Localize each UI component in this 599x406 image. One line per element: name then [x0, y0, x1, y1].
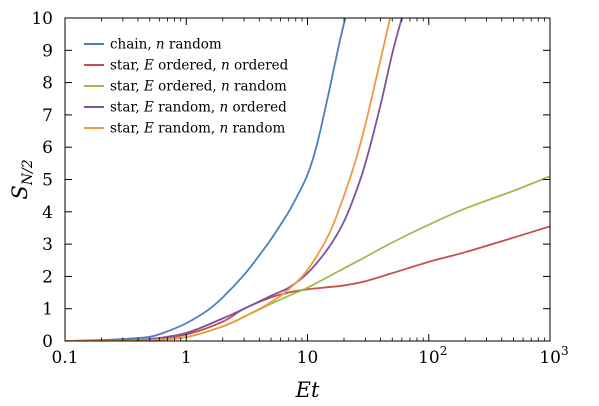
- legend-label-part: E: [143, 79, 154, 95]
- legend-label-part: chain,: [110, 37, 156, 53]
- legend-label-part: random,: [154, 121, 220, 137]
- y-tick-label: 5: [42, 171, 53, 191]
- legend-label-part: star,: [110, 79, 144, 95]
- legend-label-part: n: [156, 37, 165, 53]
- y-tick-label: 10: [31, 9, 53, 29]
- legend-label-part: random: [230, 79, 287, 95]
- legend-label: chain, n random: [110, 37, 222, 53]
- y-tick-label: 0: [42, 332, 53, 352]
- x-tick-label-exponent: 2: [440, 344, 448, 358]
- x-tick-label-base: 10: [418, 348, 440, 368]
- series-line-3: [65, 175, 550, 341]
- series-line-5: [65, 18, 391, 341]
- y-tick-label: 8: [42, 74, 53, 94]
- legend-label-part: star,: [110, 58, 144, 74]
- legend-label-part: star,: [110, 100, 144, 116]
- legend-label-part: star,: [110, 121, 144, 137]
- x-tick-label: 0.1: [51, 348, 78, 368]
- y-axis-title: SN/2: [8, 159, 36, 199]
- ticks-layer: [64, 17, 551, 342]
- legend-label-part: ordered,: [154, 79, 221, 95]
- legend-label-part: E: [143, 58, 154, 74]
- legend-label-part: n: [219, 100, 228, 116]
- legend-label-part: random: [165, 37, 222, 53]
- legend-label-part: ordered: [228, 100, 287, 116]
- legend-label-part: n: [221, 79, 230, 95]
- y-tick-label: 9: [42, 41, 53, 61]
- y-tick-label: 2: [42, 267, 53, 287]
- x-tick-label: 102: [418, 344, 447, 368]
- series-line-2: [65, 225, 550, 341]
- legend-label: star, E ordered, n ordered: [110, 58, 289, 74]
- legend-label-part: random,: [154, 100, 220, 116]
- x-tick-label-base: 10: [539, 348, 561, 368]
- legend-label: star, E random, n random: [110, 121, 285, 137]
- y-tick-label: 4: [42, 203, 53, 223]
- y-tick-label: 3: [42, 235, 53, 255]
- legend-label-part: ordered: [230, 58, 289, 74]
- legend: chain, n random star, E ordered, n ordere…: [84, 37, 289, 137]
- legend-label-part: ordered,: [154, 58, 221, 74]
- x-tick-label: 10: [297, 348, 319, 368]
- x-tick-label-exponent: 3: [561, 344, 569, 358]
- x-tick-label: 1: [181, 348, 192, 368]
- x-axis-title: Et: [295, 378, 320, 402]
- x-tick-label: 103: [539, 344, 568, 368]
- x-tick-label-base: 10: [297, 348, 319, 368]
- legend-label: star, E ordered, n random: [110, 79, 287, 95]
- legend-label-part: n: [221, 58, 230, 74]
- x-tick-label-base: 0.1: [51, 348, 78, 368]
- legend-label-part: n: [219, 121, 228, 137]
- y-axis-title-subscript: N/2: [20, 159, 36, 186]
- legend-label-part: E: [143, 121, 154, 137]
- legend-label-part: E: [143, 100, 154, 116]
- legend-label: star, E random, n ordered: [110, 100, 287, 116]
- y-tick-label: 7: [42, 106, 53, 126]
- y-axis-title-main: S: [8, 185, 32, 199]
- y-tick-label: 6: [42, 138, 53, 158]
- y-tick-label: 1: [42, 300, 53, 320]
- legend-label-part: random: [228, 121, 285, 137]
- series-layer: [65, 18, 550, 341]
- x-tick-label-base: 1: [181, 348, 192, 368]
- series-group: [65, 18, 550, 341]
- series-line-1: [65, 18, 347, 341]
